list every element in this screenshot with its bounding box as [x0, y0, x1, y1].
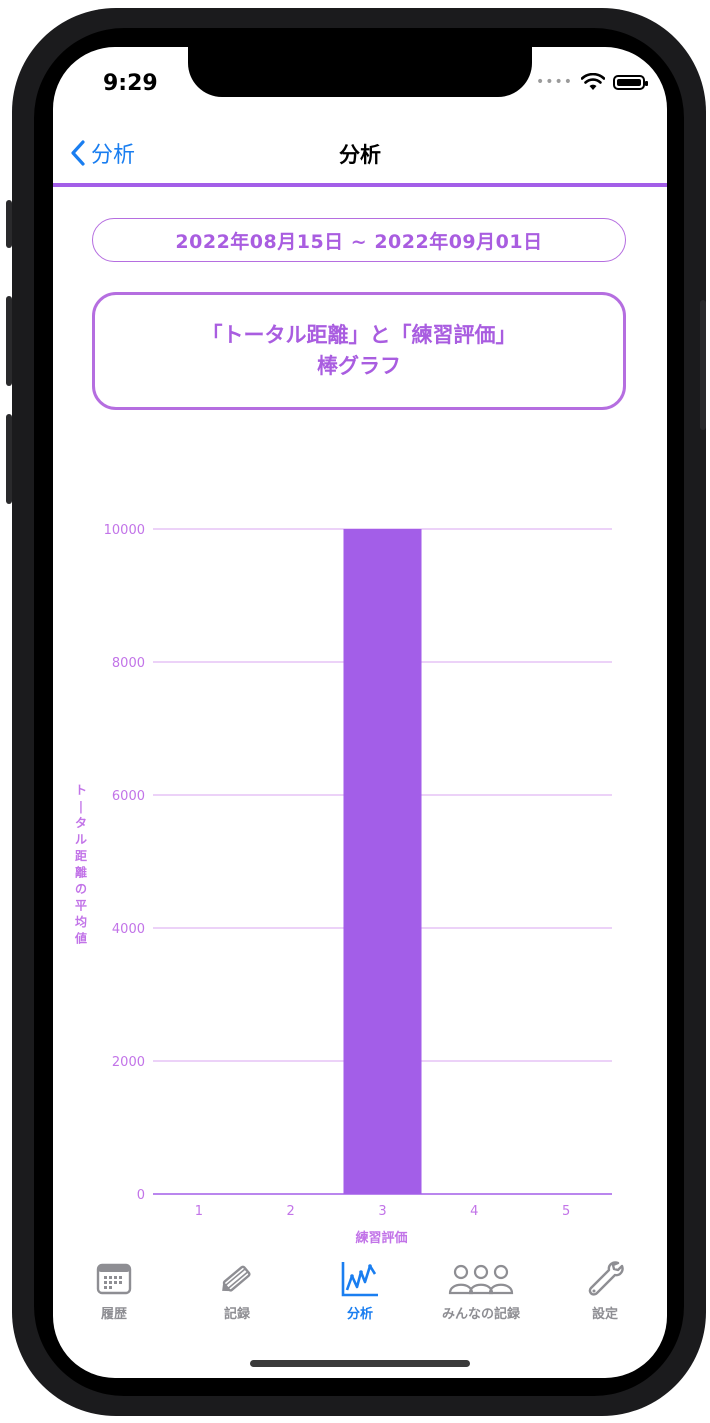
- y-tick-label: 4000: [112, 922, 145, 937]
- x-axis-label: 練習評価: [355, 1230, 407, 1246]
- app-screen: 9:29 •••• 分析 分析 2022年08月15日 ~ 2022年09月01…: [53, 47, 667, 1378]
- status-icons: ••••: [535, 73, 648, 91]
- tab-label: みんなの記録: [441, 1307, 520, 1322]
- y-tick-label: 0: [137, 1188, 145, 1203]
- tab-calendar[interactable]: 履歴: [64, 1257, 164, 1322]
- chart-icon: [310, 1257, 410, 1301]
- date-range-label: 2022年08月15日 ~ 2022年09月01日: [175, 230, 543, 253]
- notch: [188, 47, 532, 97]
- y-tick-label: 2000: [112, 1055, 145, 1070]
- x-tick-label: 2: [287, 1204, 295, 1219]
- status-time: 9:29: [103, 71, 158, 96]
- bar-3: [343, 529, 422, 1194]
- mute-switch: [6, 200, 12, 248]
- tab-chart[interactable]: 分析: [310, 1257, 410, 1322]
- calendar-icon: [64, 1257, 164, 1301]
- y-tick-label: 8000: [112, 656, 145, 671]
- nav-divider: [53, 183, 667, 187]
- people-icon: [431, 1257, 531, 1301]
- chart-title-box: 「トータル距離」と「練習評価」 棒グラフ: [92, 292, 626, 410]
- bar-chart: 0 2000 4000 6000 8000 10000 1 2 3 4 5 練習評価 ト|タル距離の平均…: [74, 523, 612, 1246]
- chart-title-line2: 棒グラフ: [317, 354, 401, 378]
- y-tick-label: 6000: [112, 789, 145, 804]
- y-axis-label: ト|タル距離の平均値: [74, 783, 87, 946]
- x-tick-label: 3: [378, 1204, 386, 1219]
- back-label: 分析: [91, 143, 136, 168]
- tab-wrench[interactable]: 設定: [555, 1257, 655, 1322]
- date-range-button[interactable]: 2022年08月15日 ~ 2022年09月01日: [92, 218, 626, 262]
- y-tick-label: 10000: [104, 523, 145, 538]
- tab-label: 設定: [591, 1307, 618, 1322]
- signal-icon: ••••: [535, 74, 573, 90]
- wifi-icon: [581, 73, 605, 90]
- pencil-icon: [187, 1257, 287, 1301]
- volume-down-button: [6, 414, 12, 504]
- home-indicator: [250, 1360, 470, 1367]
- chevron-left-icon: [71, 140, 85, 166]
- tab-label: 分析: [346, 1307, 373, 1322]
- x-tick-label: 1: [195, 1204, 203, 1219]
- tab-bar: 履歴 記録 分析 みんなの記録 設定: [53, 1257, 667, 1327]
- power-button: [700, 300, 706, 430]
- volume-up-button: [6, 296, 12, 386]
- wrench-icon: [555, 1257, 655, 1301]
- tab-pencil[interactable]: 記録: [187, 1257, 287, 1322]
- x-tick-label: 5: [562, 1204, 570, 1219]
- tab-people[interactable]: みんなの記録: [431, 1257, 531, 1322]
- tab-label: 履歴: [100, 1307, 127, 1322]
- page-title: 分析: [339, 143, 381, 167]
- back-button[interactable]: 分析: [71, 137, 135, 169]
- tab-label: 記録: [223, 1307, 250, 1322]
- x-tick-label: 4: [470, 1204, 478, 1219]
- navigation-bar: 分析 分析: [53, 127, 667, 183]
- chart-title-line1: 「トータル距離」と「練習評価」: [201, 323, 517, 347]
- battery-icon: [613, 74, 648, 90]
